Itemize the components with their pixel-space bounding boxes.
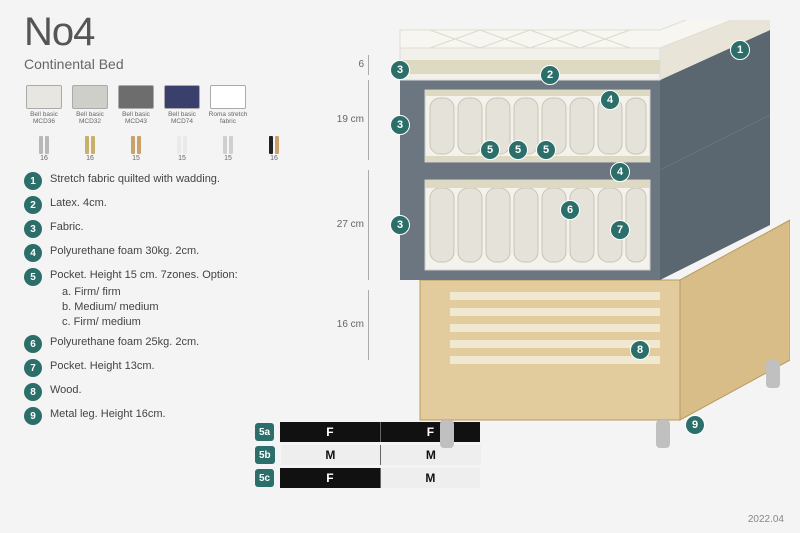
- legend-text: Latex. 4cm.: [50, 196, 107, 211]
- legend-row: 3 Fabric.: [24, 220, 304, 238]
- swatch-label: Bell basic MCD43: [116, 111, 156, 125]
- firmness-code-badge: 5a: [255, 423, 274, 441]
- fabric-swatch: Roma stretch fabric: [208, 85, 248, 125]
- legend-badge: 2: [24, 196, 42, 214]
- legend-row: 5 Pocket. Height 15 cm. 7zones. Option:a…: [24, 268, 304, 329]
- swatch-label: Bell basic MCD32: [70, 111, 110, 125]
- leg-icon: [256, 130, 292, 154]
- leg-icon: [210, 130, 246, 154]
- legend-text: Metal leg. Height 16cm.: [50, 407, 166, 422]
- legend-row: 2 Latex. 4cm.: [24, 196, 304, 214]
- leg-icon: [164, 130, 200, 154]
- leg-option: 15: [116, 130, 156, 162]
- leg-options: 16 16 15 15 15 16: [24, 130, 294, 162]
- leg-height-label: 16: [40, 155, 48, 162]
- diagram-callout: 1: [730, 40, 750, 60]
- dimension-line: [368, 290, 369, 360]
- fabric-swatch: Bell basic MCD74: [162, 85, 202, 125]
- swatch-label: Bell basic MCD36: [24, 111, 64, 125]
- fabric-swatch: Bell basic MCD32: [70, 85, 110, 125]
- legend-text: Pocket. Height 15 cm. 7zones. Option:a. …: [50, 268, 238, 329]
- diagram-callout: 7: [610, 220, 630, 240]
- leg-option: 16: [24, 130, 64, 162]
- legend-badge: 8: [24, 383, 42, 401]
- dimension-label: 27 cm: [330, 219, 364, 230]
- fabric-swatches: Bell basic MCD36 Bell basic MCD32 Bell b…: [24, 85, 248, 125]
- dimension-line: [368, 80, 369, 160]
- diagram-callout: 4: [610, 162, 630, 182]
- diagram-callout: 9: [685, 415, 705, 435]
- legend-badge: 6: [24, 335, 42, 353]
- swatch-label: Bell basic MCD74: [162, 111, 202, 125]
- legend-text: Polyurethane foam 30kg. 2cm.: [50, 244, 199, 259]
- diagram-callout: 2: [540, 65, 560, 85]
- page-subtitle: Continental Bed: [24, 56, 124, 72]
- legend-row: 1 Stretch fabric quilted with wadding.: [24, 172, 304, 190]
- leg-height-label: 15: [132, 155, 140, 162]
- firmness-code-badge: 5b: [255, 446, 275, 464]
- bed-cutaway-diagram: 619 cm27 cm16 cm 12343555436789: [330, 20, 790, 490]
- leg-height-label: 15: [224, 155, 232, 162]
- leg-option: 16: [254, 130, 294, 162]
- swatch-chip: [164, 85, 200, 109]
- leg-icon: [26, 130, 62, 154]
- diagram-callout: 5: [480, 140, 500, 160]
- dimension-line: [368, 170, 369, 280]
- swatch-chip: [26, 85, 62, 109]
- leg-option: 15: [162, 130, 202, 162]
- legend-text: Stretch fabric quilted with wadding.: [50, 172, 220, 187]
- fabric-swatch: Bell basic MCD36: [24, 85, 64, 125]
- legend-row: 6 Polyurethane foam 25kg. 2cm.: [24, 335, 304, 353]
- leg-option: 16: [70, 130, 110, 162]
- diagram-callout: 3: [390, 60, 410, 80]
- diagram-callout: 3: [390, 215, 410, 235]
- layer-legend: 1 Stretch fabric quilted with wadding. 2 …: [24, 172, 304, 431]
- leg-height-label: 15: [178, 155, 186, 162]
- swatch-chip: [210, 85, 246, 109]
- date-label: 2022.04: [748, 514, 784, 525]
- dimension-line: [368, 55, 369, 75]
- legend-badge: 7: [24, 359, 42, 377]
- diagram-callout: 8: [630, 340, 650, 360]
- diagram-callout: 5: [508, 140, 528, 160]
- leg-icon: [72, 130, 108, 154]
- legend-text: Polyurethane foam 25kg. 2cm.: [50, 335, 199, 350]
- swatch-chip: [72, 85, 108, 109]
- legend-row: 4 Polyurethane foam 30kg. 2cm.: [24, 244, 304, 262]
- diagram-callout: 4: [600, 90, 620, 110]
- firmness-code-badge: 5c: [255, 469, 274, 487]
- legend-badge: 1: [24, 172, 42, 190]
- legend-text: Pocket. Height 13cm.: [50, 359, 155, 374]
- diagram-callout: 3: [390, 115, 410, 135]
- page-title: No4: [24, 10, 94, 55]
- dimension-label: 16 cm: [330, 319, 364, 330]
- leg-height-label: 16: [86, 155, 94, 162]
- legend-badge: 4: [24, 244, 42, 262]
- dimension-label: 19 cm: [330, 114, 364, 125]
- leg-icon: [118, 130, 154, 154]
- swatch-chip: [118, 85, 154, 109]
- legend-row: 7 Pocket. Height 13cm.: [24, 359, 304, 377]
- dimension-label: 6: [330, 59, 364, 70]
- leg-height-label: 16: [270, 155, 278, 162]
- legend-text: Wood.: [50, 383, 82, 398]
- fabric-swatch: Bell basic MCD43: [116, 85, 156, 125]
- legend-badge: 3: [24, 220, 42, 238]
- legend-badge: 9: [24, 407, 42, 425]
- diagram-callout: 5: [536, 140, 556, 160]
- swatch-label: Roma stretch fabric: [208, 111, 248, 125]
- diagram-callout: 6: [560, 200, 580, 220]
- legend-badge: 5: [24, 268, 42, 286]
- legend-row: 8 Wood.: [24, 383, 304, 401]
- legend-text: Fabric.: [50, 220, 84, 235]
- leg-option: 15: [208, 130, 248, 162]
